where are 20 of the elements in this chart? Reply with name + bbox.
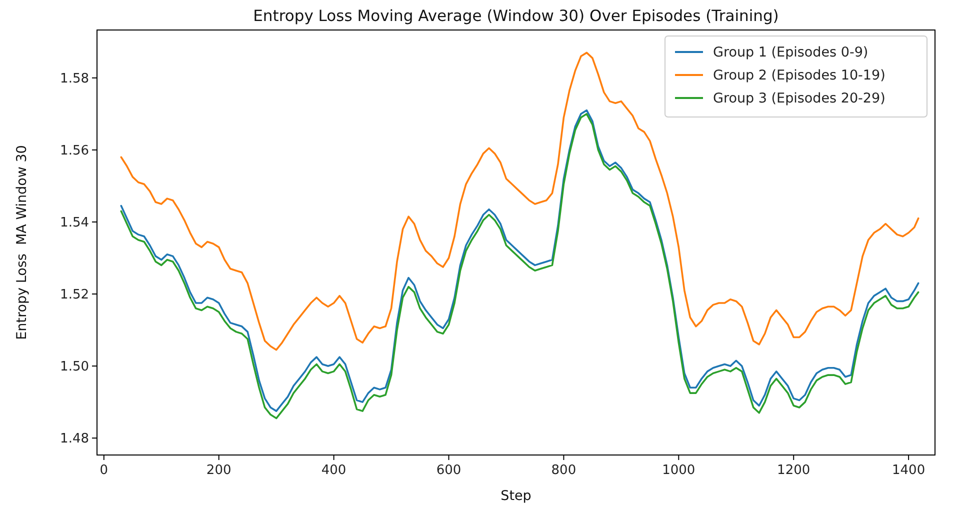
x-tick-label: 800 xyxy=(551,463,576,478)
chart-title: Entropy Loss Moving Average (Window 30) Over Episodes (Training) xyxy=(253,7,779,25)
y-tick-label: 1.58 xyxy=(60,71,89,86)
x-tick-label: 1400 xyxy=(892,463,926,478)
y-tick-label: 1.50 xyxy=(60,360,89,375)
x-axis-title: Step xyxy=(500,488,532,504)
x-tick-label: 1000 xyxy=(662,463,696,478)
x-tick-label: 200 xyxy=(206,463,232,478)
y-tick-label: 1.56 xyxy=(60,143,89,158)
x-tick-label: 600 xyxy=(436,463,462,478)
x-tick-label: 400 xyxy=(321,463,346,478)
y-tick-label: 1.48 xyxy=(60,432,89,447)
x-tick-label: 0 xyxy=(100,463,108,478)
legend-label: Group 2 (Episodes 10-19) xyxy=(713,68,886,84)
y-tick-label: 1.52 xyxy=(60,288,89,303)
y-tick-label: 1.54 xyxy=(60,216,89,231)
legend-label: Group 3 (Episodes 20-29) xyxy=(713,90,886,107)
legend-label: Group 1 (Episodes 0-9) xyxy=(713,44,868,61)
y-axis-title: Entropy Loss MA Window 30 xyxy=(14,145,30,340)
x-tick-label: 1200 xyxy=(777,463,810,478)
